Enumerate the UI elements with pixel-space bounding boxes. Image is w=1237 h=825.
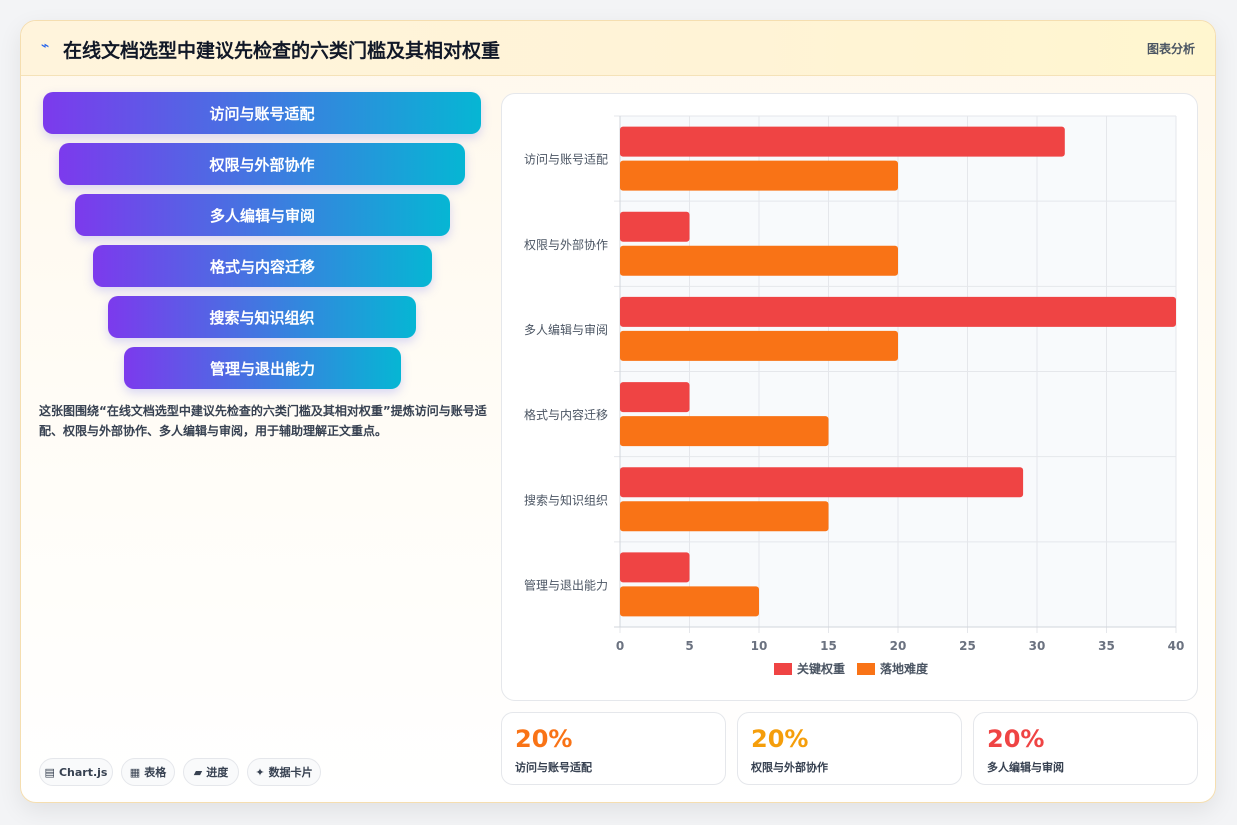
funnel-item-5: 搜索与知识组织 (108, 296, 416, 338)
pill-label: 数据卡片 (268, 766, 313, 779)
funnel-item-4: 格式与内容迁移 (93, 245, 432, 287)
bar-key-weight (620, 552, 690, 583)
funnel-item-1: 访问与账号适配 (43, 92, 481, 134)
y-tick-label: 访问与账号适配 (524, 153, 608, 167)
funnel-item-2: 权限与外部协作 (59, 143, 465, 185)
y-tick-label: 多人编辑与审阅 (524, 322, 608, 337)
sparkle-icon: ✦ (255, 765, 265, 779)
bar-key-weight (620, 382, 690, 413)
page-title: 在线文档选型中建议先检查的六类门槛及其相对权重 (63, 40, 501, 62)
pill-label: 进度 (206, 766, 229, 779)
chart-analysis-tag: 图表分析 (1146, 42, 1195, 56)
stat-label: 多人编辑与审阅 (987, 761, 1064, 774)
x-tick-label: 10 (751, 639, 768, 653)
legend-swatch (774, 663, 792, 675)
chart-icon: ▤ (44, 765, 55, 779)
bar-chart: 0 5 10 15 20 25 30 35 40 访问与账号适配权限与外部协作多人编辑与审阅格式与… (524, 115, 1185, 676)
bar-key-weight (620, 211, 690, 242)
stat-value: 20% (987, 725, 1045, 753)
legend-label: 关键权重 (797, 661, 845, 676)
pill-label: Chart.js (58, 765, 108, 779)
y-tick-label: 格式与内容迁移 (524, 407, 608, 422)
stat-card-3: 20% 多人编辑与审阅 (973, 712, 1198, 785)
progress-icon: ▰ (193, 765, 203, 779)
stat-card-2: 20% 权限与外部协作 (737, 712, 962, 785)
stat-card-1: 20% 访问与账号适配 (501, 712, 726, 785)
y-tick-label: 权限与外部协作 (524, 237, 608, 252)
bar-difficulty (620, 160, 898, 191)
stat-label: 访问与账号适配 (515, 761, 592, 774)
x-tick-label: 40 (1168, 639, 1185, 653)
stat-value: 20% (751, 725, 809, 753)
header: ⌁ 在线文档选型中建议先检查的六类门槛及其相对权重 图表分析 (21, 21, 1215, 76)
y-tick-label: 搜索与知识组织 (524, 492, 608, 507)
chart-panel: 0 5 10 15 20 25 30 35 40 访问与账号适配 权限与外部协作 多人编辑与审阅 格式与… (501, 93, 1198, 701)
stat-value: 20% (515, 725, 573, 753)
legend-swatch (857, 663, 875, 675)
funnel-item-6: 管理与退出能力 (124, 347, 401, 389)
x-tick-label: 35 (1098, 639, 1115, 653)
stat-label: 权限与外部协作 (751, 761, 828, 774)
chart-description: 这张图围绕“在线文档选型中建议先检查的六类门槛及其相对权重”提炼访问与账号适配、… (39, 404, 487, 438)
main-card: ⌁ 在线文档选型中建议先检查的六类门槛及其相对权重 图表分析 访问与账号适配 权… (20, 20, 1216, 803)
x-tick-label: 0 (616, 639, 624, 653)
pill-data-card[interactable]: ✦ 数据卡片 (247, 758, 321, 786)
legend-label: 落地难度 (880, 661, 929, 676)
chart-line-icon: ⌁ (41, 38, 50, 54)
bar-key-weight (620, 126, 1065, 157)
funnel-item-3: 多人编辑与审阅 (75, 194, 450, 236)
x-tick-label: 25 (959, 639, 976, 653)
bar-key-weight (620, 296, 1176, 327)
bar-difficulty (620, 501, 829, 532)
pill-chartjs[interactable]: ▤ Chart.js (39, 758, 113, 786)
y-tick-label: 管理与退出能力 (524, 577, 608, 592)
pill-progress[interactable]: ▰ 进度 (183, 758, 239, 786)
bar-difficulty (620, 330, 898, 361)
pill-label: 表格 (144, 766, 167, 779)
pill-table[interactable]: ▦ 表格 (121, 758, 175, 786)
x-tick-label: 30 (1029, 639, 1046, 653)
x-tick-label: 15 (820, 639, 837, 653)
x-tick-label: 5 (685, 639, 693, 653)
x-tick-label: 20 (890, 639, 907, 653)
bar-difficulty (620, 586, 759, 617)
table-icon: ▦ (129, 765, 141, 779)
bar-key-weight (620, 467, 1024, 498)
bar-difficulty (620, 245, 898, 276)
bar-difficulty (620, 416, 829, 447)
